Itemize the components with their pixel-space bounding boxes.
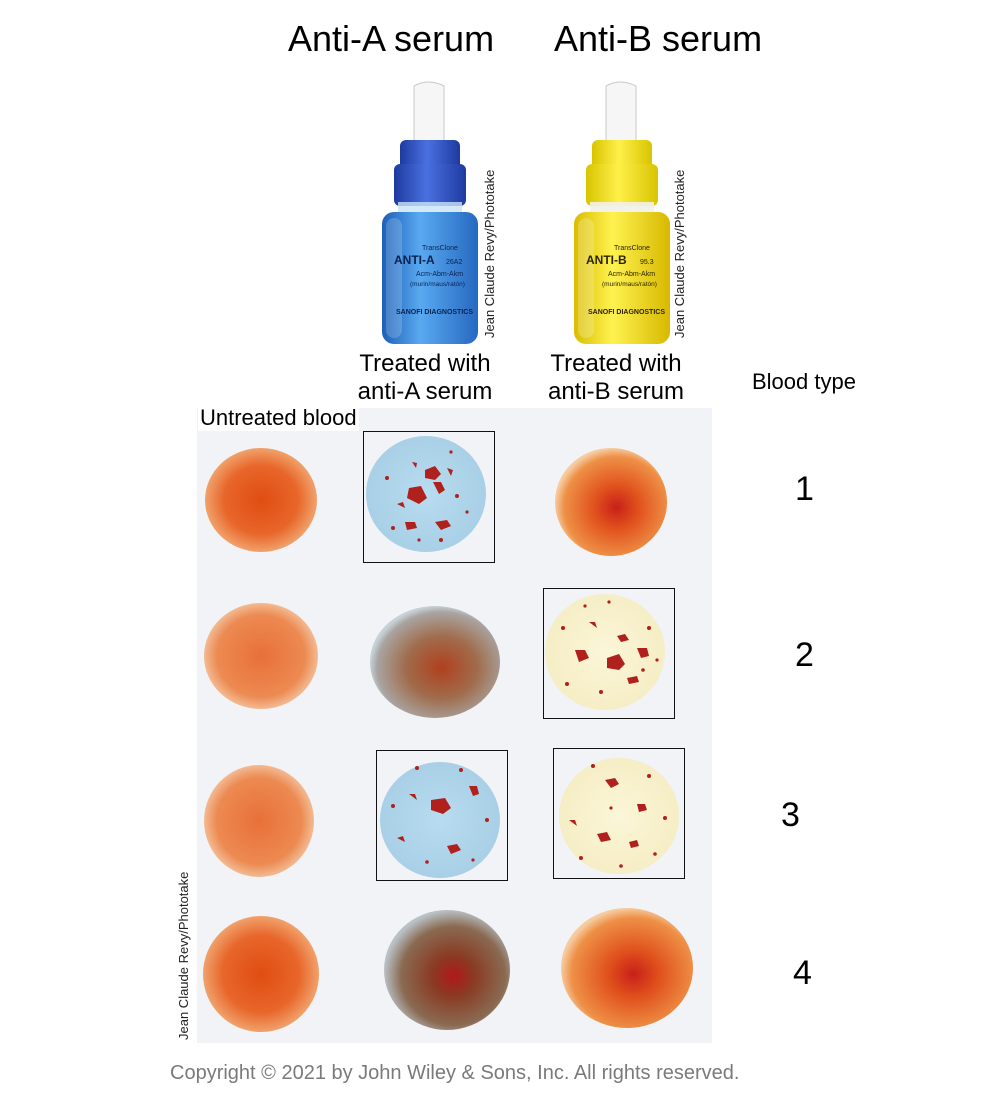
row1-anti-a-agglutination-box	[363, 431, 495, 563]
row1-untreated-spot	[205, 448, 317, 552]
anti-b-bottle-small1: Acm-Abm-Akm	[608, 271, 655, 278]
anti-a-bottle-small1: Acm-Abm-Akm	[416, 271, 463, 278]
bottle-a-photo-credit: Jean Claude Revy/Phototake	[482, 169, 497, 338]
anti-b-serum-header: Anti-B serum	[554, 18, 763, 59]
anti-a-bottle-small2: (murin/maus/ratón)	[410, 281, 465, 288]
blood-type-label: Blood type	[752, 369, 856, 394]
row3-anti-b-clumps	[569, 764, 667, 868]
row2-anti-a-spot	[370, 606, 500, 718]
blood-spots-svg	[203, 436, 693, 1032]
row1-anti-b-spot	[555, 448, 667, 556]
blood-type-4: 4	[793, 954, 812, 992]
bottle-b-photo-credit: Jean Claude Revy/Phototake	[672, 169, 687, 338]
anti-b-bottle-name: ANTI-B	[586, 253, 627, 267]
anti-b-bottle-maker: SANOFI DIAGNOSTICS	[588, 309, 665, 316]
anti-a-bottle-image: TransClone ANTI-A 26A2 Acm-Abm-Akm (muri…	[382, 81, 478, 344]
anti-b-bottle-small2: (murin/maus/ratón)	[602, 281, 657, 288]
untreated-blood-label: Untreated blood	[198, 405, 359, 431]
anti-a-bottle-brand: TransClone	[422, 245, 458, 252]
anti-b-bottle-code: 95.3	[640, 259, 654, 266]
treated-anti-b-label: Treated with anti-B serum	[540, 350, 692, 406]
treated-anti-a-label-line2: anti-A serum	[357, 378, 493, 405]
blood-type-2: 2	[795, 636, 814, 674]
treated-anti-a-label-line1: Treated with	[359, 350, 491, 377]
blood-type-1: 1	[795, 470, 814, 508]
anti-b-bottle-image: TransClone ANTI-B 95.3 Acm-Abm-Akm (muri…	[574, 81, 670, 344]
row4-untreated-spot	[203, 916, 319, 1032]
copyright-notice: Copyright © 2021 by John Wiley & Sons, I…	[170, 1062, 740, 1084]
row3-anti-a-clumps	[391, 766, 489, 864]
treated-anti-a-label: Treated with anti-A serum	[352, 350, 498, 406]
row2-anti-b-agglutination-box	[543, 588, 675, 719]
anti-a-serum-header: Anti-A serum	[288, 18, 495, 59]
row3-untreated-spot	[204, 765, 314, 877]
row3-anti-b-spot	[559, 758, 679, 874]
row3-anti-a-spot	[380, 762, 500, 878]
row3-anti-a-agglutination-box	[376, 750, 508, 881]
anti-a-bottle-name: ANTI-A	[394, 253, 435, 267]
row2-untreated-spot	[204, 603, 318, 709]
row1-anti-a-spot	[366, 436, 486, 552]
row2-anti-b-clumps	[561, 600, 659, 694]
row4-anti-b-spot	[561, 908, 693, 1028]
anti-a-bottle-maker: SANOFI DIAGNOSTICS	[396, 309, 473, 316]
row4-anti-a-spot	[384, 910, 510, 1030]
treated-anti-b-label-line1: Treated with	[550, 350, 682, 377]
row3-anti-b-agglutination-box	[553, 748, 685, 879]
panel-photo-credit: Jean Claude Revy/Phototake	[176, 871, 191, 1040]
blood-type-3: 3	[781, 796, 800, 834]
row1-anti-a-clumps	[385, 450, 469, 542]
anti-a-bottle-code: 26A2	[446, 259, 462, 266]
anti-b-bottle-brand: TransClone	[614, 245, 650, 252]
treated-anti-b-label-line2: anti-B serum	[547, 378, 685, 405]
